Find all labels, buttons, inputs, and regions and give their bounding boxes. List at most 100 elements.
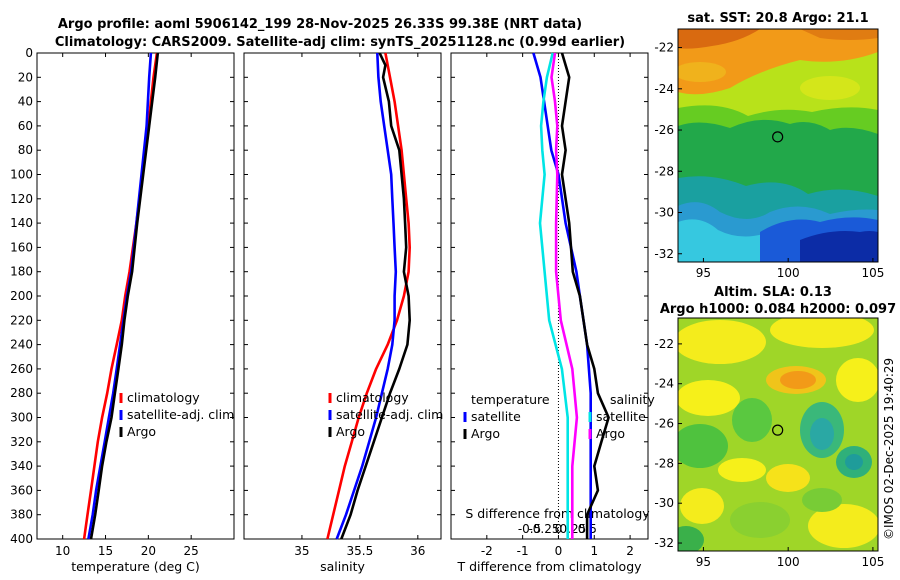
sst-map-frame [677, 28, 879, 263]
legend-title-temperature: temperature [471, 392, 550, 407]
sla-map-frame [677, 317, 879, 552]
legend-label: satellite-adj. clim [127, 407, 234, 422]
main-title-line1: Argo profile: aoml 5906142_199 28-Nov-20… [58, 17, 582, 32]
depth-tick-label: 400 [10, 532, 33, 546]
legend-label: satellite [596, 409, 646, 424]
series-line-climatology [326, 52, 412, 540]
difference-xtick-label: -2 [481, 544, 493, 558]
salinity-xlabel: salinity [320, 559, 365, 574]
legend-label: climatology [336, 390, 409, 405]
temperature-panel: 0 20 40 60 80 100 120 140 160 180 200 220 240 260 280 3… [10, 46, 235, 574]
map-ytick-label: -28 [654, 456, 674, 470]
difference-xlabel: T difference from climatology [456, 559, 642, 574]
sst-profile-location-marker [772, 131, 784, 143]
sst-map-axes: 95 100 105 -22 -24 -26 -28 -30 -32 [654, 41, 884, 280]
depth-tick-label: 220 [10, 313, 33, 327]
map-ytick-label: -32 [654, 247, 674, 261]
sla-map-axes: 95 100 105 -22 -24 -26 -28 -30 -32 [654, 337, 884, 569]
sst-map-field [678, 29, 878, 262]
difference-axes-frame [450, 52, 649, 540]
depth-tick-label: 260 [10, 362, 33, 376]
series-line-satellite-adj-clim [87, 52, 153, 540]
difference-xtick-label: 0 [555, 544, 563, 558]
sla-profile-location-marker [772, 424, 784, 436]
temperature-xtick-label: 15 [98, 544, 113, 558]
legend-label: Argo [596, 426, 625, 441]
depth-tick-label: 380 [10, 508, 33, 522]
temperature-axes-frame [36, 52, 235, 540]
sst-map: 95 100 105 -22 -24 -26 -28 -30 -32 [654, 28, 884, 280]
series-line-argo [89, 52, 160, 540]
map-ytick-label: -22 [654, 41, 674, 55]
sla-map-title-line1: Altim. SLA: 0.13 [714, 285, 832, 300]
map-ytick-label: -28 [654, 164, 674, 178]
depth-tick-label: 60 [18, 119, 33, 133]
depth-tick-label: 120 [10, 192, 33, 206]
map-xtick-label: 105 [861, 555, 884, 569]
temperature-xtick-label: 25 [184, 544, 199, 558]
map-xtick-label: 100 [777, 266, 800, 280]
depth-tick-label: 200 [10, 289, 33, 303]
map-ytick-label: -30 [654, 206, 674, 220]
s-axis-tick-label: -0.5 [518, 522, 541, 536]
legend-label: Argo [336, 424, 365, 439]
salinity-xtick-label: 36 [410, 544, 425, 558]
difference-xtick-label: 1 [590, 544, 598, 558]
depth-tick-label: 0 [25, 46, 33, 60]
series-line-s-argo [550, 52, 579, 539]
depth-tick-label: 280 [10, 386, 33, 400]
sla-map-field [678, 318, 878, 551]
sst-map-title: sat. SST: 20.8 Argo: 21.1 [687, 11, 868, 26]
legend-label: satellite [471, 409, 521, 424]
temperature-xtick-label: 20 [141, 544, 156, 558]
s-axis-tick-label: -0.25 [528, 522, 559, 536]
sla-map-title-line2: Argo h1000: 0.084 h2000: 0.097 [660, 302, 896, 317]
series-line-argo [340, 52, 412, 540]
map-ytick-label: -24 [654, 377, 674, 391]
map-ytick-label: -22 [654, 337, 674, 351]
salinity-xtick-label: 35 [294, 544, 309, 558]
depth-tick-label: 160 [10, 240, 33, 254]
map-ytick-label: -26 [654, 123, 674, 137]
map-xtick-label: 95 [696, 555, 711, 569]
depth-tick-label: 300 [10, 411, 33, 425]
legend-title-salinity: salinity [610, 392, 655, 407]
legend-label: climatology [127, 390, 200, 405]
map-xtick-label: 95 [696, 266, 711, 280]
main-title-line2: Climatology: CARS2009. Satellite-adj cli… [55, 35, 625, 50]
depth-tick-label: 20 [18, 70, 33, 84]
series-line-satellite-adj-clim [335, 52, 398, 540]
depth-tick-label: 40 [18, 95, 33, 109]
imos-footer: ©IMOS 02-Dec-2025 19:40:29 [882, 358, 896, 540]
s-axis-tick-label: 0 [555, 522, 563, 536]
depth-tick-label: 80 [18, 143, 33, 157]
series-line-s-satellite [538, 52, 570, 539]
salinity-panel: 35 35.5 36 salinity climatology satellite-adj… [243, 52, 443, 574]
depth-tick-label: 360 [10, 483, 33, 497]
legend-label: Argo [471, 426, 500, 441]
s-axis-label: S difference from climatology [465, 506, 650, 521]
difference-xtick-label: -1 [517, 544, 529, 558]
salinity-xtick-label: 35.5 [347, 544, 374, 558]
legend-label: Argo [127, 424, 156, 439]
temperature-xlabel: temperature (deg C) [71, 559, 200, 574]
sla-map: 95 100 105 -22 -24 -26 -28 -30 -32 [654, 317, 884, 569]
depth-tick-label: 140 [10, 216, 33, 230]
depth-tick-label: 100 [10, 168, 33, 182]
depth-tick-label: 180 [10, 265, 33, 279]
series-line-t-argo [560, 52, 610, 539]
difference-xtick-label: 2 [626, 544, 634, 558]
salinity-axes-frame [243, 52, 442, 540]
legend-label: satellite-adj. clim [336, 407, 443, 422]
map-ytick-label: -24 [654, 82, 674, 96]
difference-panel: -2 -1 0 1 2T difference from climatology S di… [450, 52, 655, 574]
depth-tick-label: 340 [10, 459, 33, 473]
map-xtick-label: 105 [861, 266, 884, 280]
depth-tick-label: 320 [10, 435, 33, 449]
depth-tick-label: 240 [10, 338, 33, 352]
map-xtick-label: 100 [777, 555, 800, 569]
temperature-xtick-label: 10 [55, 544, 70, 558]
map-ytick-label: -32 [654, 536, 674, 550]
